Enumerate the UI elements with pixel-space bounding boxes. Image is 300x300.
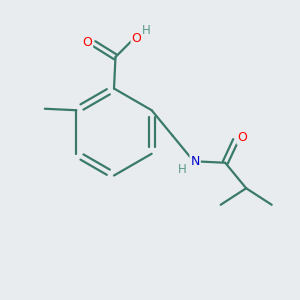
Text: N: N: [190, 155, 200, 168]
Text: O: O: [132, 32, 141, 46]
Text: H: H: [178, 163, 187, 176]
Text: O: O: [237, 131, 247, 144]
Text: O: O: [82, 35, 92, 49]
Text: H: H: [142, 23, 151, 37]
